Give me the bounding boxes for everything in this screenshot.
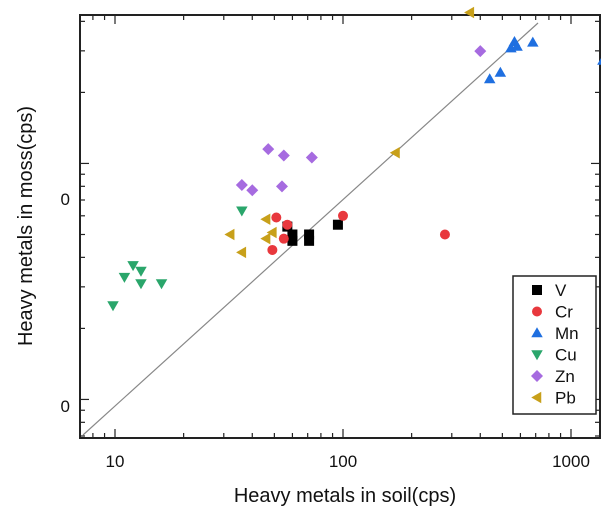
point-zn	[305, 151, 318, 164]
point-mn	[494, 66, 507, 77]
y-tick-label: 0	[61, 190, 70, 209]
point-mn	[511, 40, 523, 51]
point-cu	[118, 272, 131, 283]
legend-marker-cr	[532, 306, 542, 317]
one-to-one-line	[82, 22, 539, 436]
point-mn	[597, 58, 601, 65]
legend-label-mn: Mn	[555, 324, 579, 343]
point-zn	[246, 184, 259, 197]
point-pb	[266, 226, 277, 239]
point-cu	[107, 301, 119, 312]
legend-marker-cu	[531, 350, 543, 361]
point-cr	[267, 244, 278, 255]
point-v	[287, 235, 298, 246]
point-zn	[277, 149, 290, 162]
legend: V Cr Mn Cu Zn Pb	[512, 275, 597, 415]
x-axis-ticks: 10 100 1000	[106, 452, 590, 471]
legend-marker-zn	[531, 370, 543, 382]
point-pb	[389, 146, 400, 159]
point-pb	[260, 232, 271, 245]
legend-marker-v	[532, 285, 542, 295]
legend-label-cu: Cu	[555, 346, 577, 365]
point-cu	[236, 206, 248, 217]
legend-marker-pb	[531, 391, 542, 404]
legend-box	[512, 275, 597, 415]
y-axis-title: Heavy metals in moss(cps)	[15, 106, 37, 346]
minor-ticks	[80, 15, 600, 438]
point-v	[332, 219, 343, 230]
point-pb	[464, 6, 475, 19]
legend-label-v: V	[555, 281, 567, 300]
point-zn	[275, 180, 288, 193]
x-tick-label: 100	[329, 452, 357, 471]
point-mn	[527, 36, 539, 47]
point-zn	[474, 45, 487, 58]
point-zn	[235, 179, 248, 192]
y-tick-label: 0	[61, 397, 70, 416]
point-zn	[262, 143, 275, 156]
legend-label-zn: Zn	[555, 367, 575, 386]
point-cu	[135, 266, 147, 277]
legend-items: V Cr Mn Cu Zn Pb	[531, 281, 579, 408]
point-mn	[483, 73, 496, 84]
point-cu	[155, 279, 168, 290]
point-cr	[282, 219, 293, 230]
point-cr	[278, 233, 289, 244]
legend-label-pb: Pb	[555, 389, 576, 408]
point-v	[304, 235, 315, 246]
point-v	[304, 229, 315, 240]
data-points	[107, 6, 601, 312]
point-cr	[439, 229, 450, 240]
point-cr	[271, 212, 282, 223]
point-pb	[260, 213, 271, 226]
point-pb	[224, 228, 235, 241]
plot-frame	[79, 14, 601, 439]
legend-label-cr: Cr	[555, 303, 573, 322]
x-axis-title: Heavy metals in soil(cps)	[234, 485, 456, 507]
legend-marker-mn	[531, 327, 543, 338]
reference-line	[82, 22, 539, 436]
point-v	[287, 229, 298, 240]
x-tick-label: 1000	[552, 452, 590, 471]
point-pb	[236, 246, 247, 259]
point-cr	[338, 210, 348, 221]
point-cu	[127, 261, 139, 272]
point-cu	[135, 279, 147, 290]
y-axis-ticks: 00	[61, 190, 70, 416]
x-tick-label: 10	[106, 452, 125, 471]
